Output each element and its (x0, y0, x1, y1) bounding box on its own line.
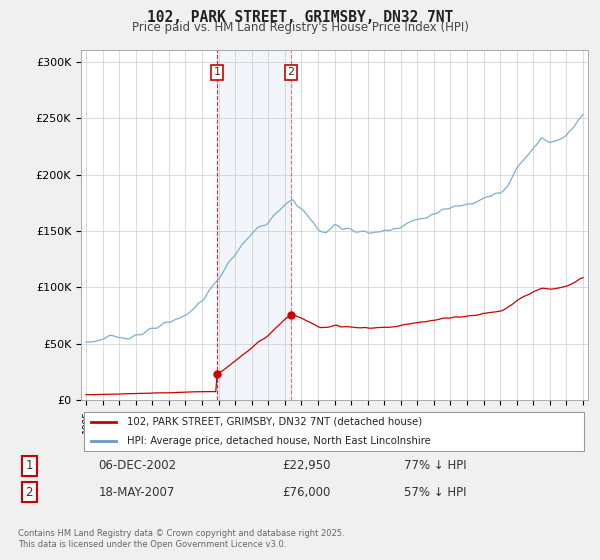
Text: 102, PARK STREET, GRIMSBY, DN32 7NT: 102, PARK STREET, GRIMSBY, DN32 7NT (147, 10, 453, 25)
Text: 1: 1 (214, 67, 221, 77)
Text: 2: 2 (287, 67, 295, 77)
Text: 77% ↓ HPI: 77% ↓ HPI (404, 459, 466, 472)
Text: £22,950: £22,950 (283, 459, 331, 472)
Text: 102, PARK STREET, GRIMSBY, DN32 7NT (detached house): 102, PARK STREET, GRIMSBY, DN32 7NT (det… (127, 417, 422, 427)
Text: 2: 2 (26, 486, 33, 499)
Text: Contains HM Land Registry data © Crown copyright and database right 2025.
This d: Contains HM Land Registry data © Crown c… (18, 529, 344, 549)
Text: Price paid vs. HM Land Registry's House Price Index (HPI): Price paid vs. HM Land Registry's House … (131, 21, 469, 34)
Text: 57% ↓ HPI: 57% ↓ HPI (404, 486, 466, 499)
Text: HPI: Average price, detached house, North East Lincolnshire: HPI: Average price, detached house, Nort… (127, 436, 430, 446)
FancyBboxPatch shape (83, 412, 584, 451)
Text: 18-MAY-2007: 18-MAY-2007 (98, 486, 175, 499)
Text: 1: 1 (26, 459, 33, 472)
Text: £76,000: £76,000 (283, 486, 331, 499)
Text: 06-DEC-2002: 06-DEC-2002 (98, 459, 176, 472)
Bar (217, 50, 291, 400)
